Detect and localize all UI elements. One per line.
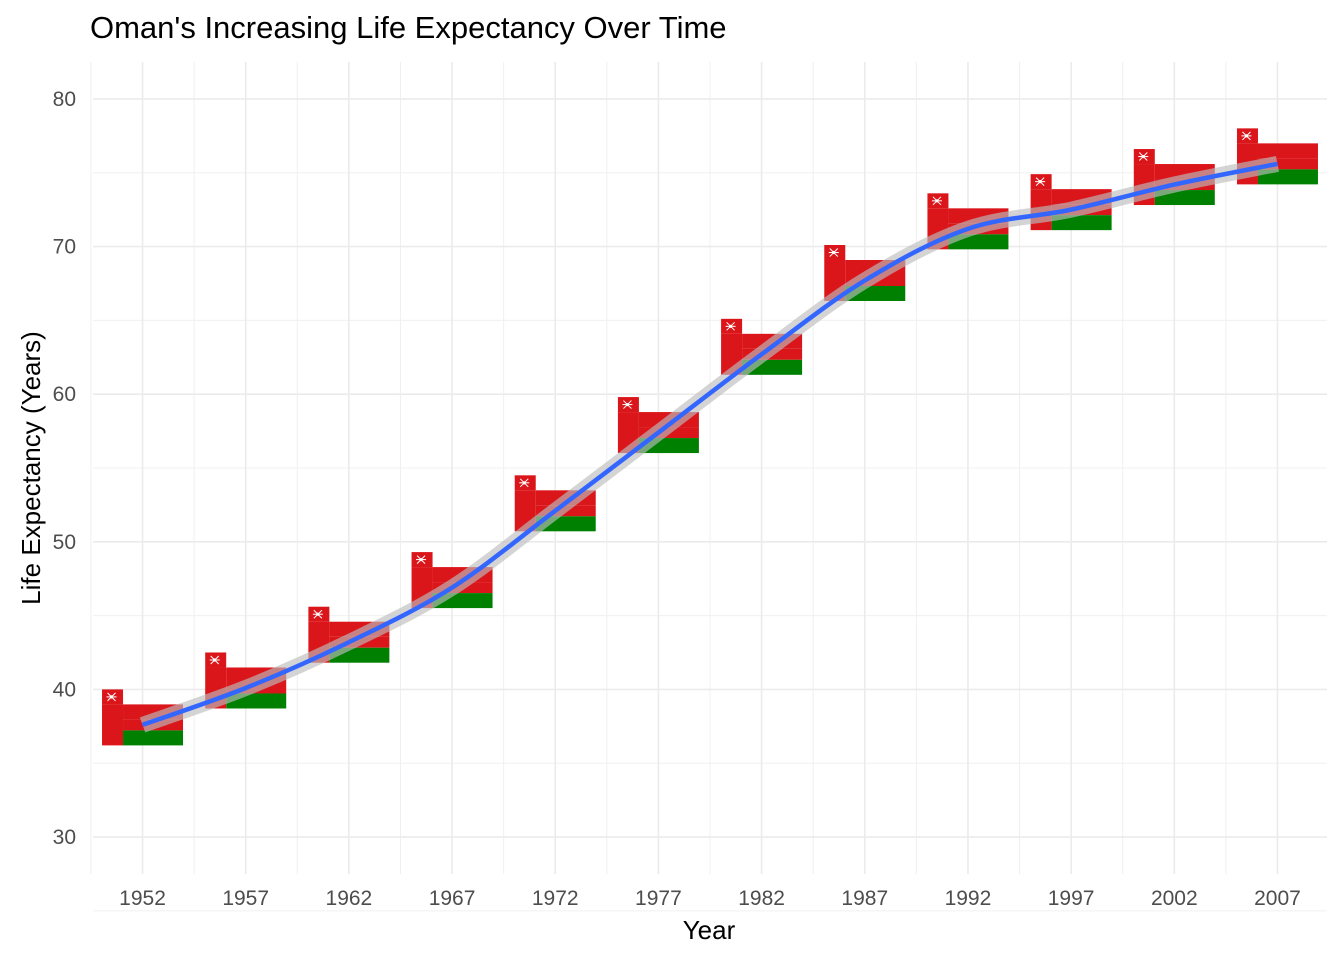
flag-emblem	[519, 478, 530, 488]
flag-bottom-stripe	[123, 730, 184, 746]
x-tick-label: 1962	[326, 887, 373, 910]
y-tick-label: 60	[53, 383, 76, 406]
x-tick-label: 1957	[222, 887, 269, 910]
y-tick-label: 70	[53, 236, 76, 259]
x-tick-label: 1972	[532, 887, 579, 910]
flag-emblem	[209, 655, 220, 665]
chart-title: Oman's Increasing Life Expectancy Over T…	[90, 10, 727, 45]
x-tick-label: 1997	[1048, 887, 1095, 910]
x-tick-label: 1952	[119, 887, 166, 910]
y-axis-label: Life Expectancy (Years)	[16, 331, 46, 605]
x-tick-label: 1977	[635, 887, 682, 910]
flag-emblem	[1035, 177, 1046, 186]
y-tick-label: 80	[53, 88, 76, 111]
flag-emblem	[622, 400, 633, 409]
x-tick-label: 1967	[429, 887, 476, 910]
y-tick-label: 40	[53, 678, 76, 701]
flag-bottom-stripe	[1154, 190, 1215, 206]
smooth-trend	[139, 156, 1280, 733]
x-tick-label: 2002	[1151, 887, 1198, 910]
x-tick-label: 2007	[1254, 887, 1301, 910]
x-axis-label: Year	[683, 915, 736, 945]
flag-hoist	[102, 704, 124, 746]
y-tick-labels: 30 40 50 60 70 80	[53, 88, 76, 849]
y-tick-label: 50	[53, 531, 76, 554]
flag-emblem	[312, 609, 323, 619]
flag-emblem	[725, 321, 736, 331]
x-tick-label: 1987	[841, 887, 888, 910]
flag-emblem	[106, 692, 117, 702]
x-tick-label: 1982	[738, 887, 785, 910]
grid	[90, 62, 1327, 912]
flag-emblem	[931, 196, 942, 206]
flag-top-stripe	[1257, 143, 1318, 159]
flag-middle-stripe	[1257, 158, 1318, 170]
flag-bottom-stripe	[1051, 215, 1112, 231]
y-tick-label: 30	[53, 826, 76, 849]
flag-emblem	[416, 555, 427, 564]
x-tick-label: 1992	[945, 887, 992, 910]
x-tick-labels: 1952 1957 1962 1967 1972 1977 1982 1987 1992 1997…	[119, 887, 1301, 910]
flag-emblem	[828, 248, 839, 257]
flag-emblem	[1138, 152, 1149, 161]
flag-bottom-stripe	[1257, 169, 1318, 185]
trend-line	[141, 161, 1278, 728]
flag-emblem	[1241, 131, 1252, 141]
